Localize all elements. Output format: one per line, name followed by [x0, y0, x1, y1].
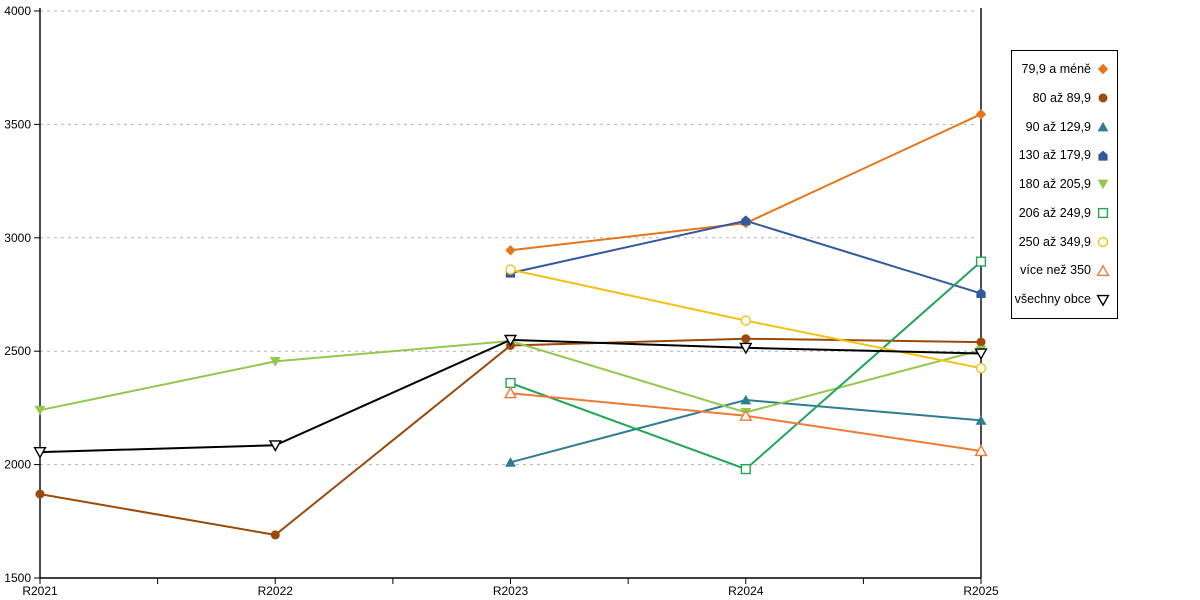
y-tick-label: 1500 [4, 571, 31, 585]
data-point-marker [505, 264, 516, 275]
data-point-marker [1097, 180, 1109, 190]
data-point-marker [269, 357, 281, 367]
legend-item-79-9-a-m-n: 79,9 a méně [1022, 62, 1111, 76]
data-point-marker [505, 457, 516, 467]
legend-marker-icon [1096, 264, 1110, 276]
legend-marker-icon [1098, 93, 1108, 103]
x-tick-label: R2024 [728, 584, 764, 598]
data-point-marker [1096, 294, 1110, 307]
x-tick-label: R2021 [22, 584, 58, 598]
legend-label: 79,9 a méně [1021, 62, 1092, 77]
legend-label: 130 až 179,9 [1018, 148, 1091, 163]
legend-label: 180 až 205,9 [1018, 177, 1091, 192]
legend-marker-icon [1097, 236, 1109, 248]
legend-marker-icon [1096, 294, 1110, 307]
y-tick-label: 2000 [4, 458, 31, 472]
legend-item-180-a-205-9: 180 až 205,9 [1019, 177, 1110, 191]
y-tick-label: 4000 [4, 4, 31, 18]
data-point-marker [270, 530, 280, 540]
legend-item-v-echny-obce: všechny obce [1015, 293, 1110, 307]
data-point-marker [33, 447, 47, 459]
legend-item-v-ce-ne-350: více než 350 [1020, 264, 1110, 278]
data-point-marker [740, 315, 751, 326]
y-tick-label: 3000 [4, 231, 31, 245]
legend-label: 206 až 249,9 [1018, 205, 1091, 220]
data-point-marker [1096, 264, 1110, 276]
x-tick-label: R2025 [963, 584, 999, 598]
series-line-80-a-89-9 [39, 337, 982, 536]
data-point-marker [1098, 150, 1108, 161]
data-point-marker [503, 334, 518, 347]
legend-marker-icon [1098, 150, 1108, 161]
series-line-130-a-179-9 [510, 219, 982, 295]
data-point-marker [1097, 121, 1109, 132]
y-tick-label: 3500 [4, 117, 31, 131]
x-tick-label: R2022 [258, 584, 294, 598]
legend-label: 250 až 349,9 [1018, 234, 1091, 249]
y-axis: 1500 2000 2500 3000 3500 4000 [4, 4, 975, 585]
data-point-marker [975, 363, 987, 374]
data-point-marker [741, 334, 751, 344]
data-point-marker [975, 109, 987, 120]
data-point-marker [740, 464, 751, 475]
series-line-79-9-a-m-n [510, 113, 982, 252]
series-markers-250-a-349-9 [505, 264, 987, 374]
data-point-marker [975, 256, 987, 267]
legend-marker-icon [1097, 64, 1109, 75]
chart-legend: 79,9 a méně 80 až 89,9 90 až 129,9 130 až 1… [1011, 50, 1118, 319]
data-point-marker [268, 440, 282, 452]
data-point-marker [1097, 64, 1109, 75]
data-point-marker [975, 415, 987, 425]
legend-marker-icon [1097, 180, 1109, 190]
x-tick-label: R2023 [493, 584, 529, 598]
data-point-marker [1097, 208, 1109, 219]
data-point-marker [976, 337, 986, 347]
series-markers-90-a-129-9 [505, 394, 987, 467]
legend-item-80-a-89-9: 80 až 89,9 [1033, 91, 1110, 105]
series-markers-80-a-89-9 [35, 334, 986, 540]
data-point-marker [503, 386, 518, 399]
series-line-206-a-249-9 [510, 260, 982, 471]
y-tick-label: 2500 [4, 344, 31, 358]
data-point-marker [740, 394, 752, 405]
legend-item-90-a-129-9: 90 až 129,9 [1026, 120, 1110, 134]
data-point-marker [1098, 93, 1108, 103]
legend-label: 90 až 129,9 [1025, 119, 1091, 134]
series-markers-79-9-a-m-n [505, 109, 987, 256]
legend-label: všechny obce [1014, 292, 1091, 307]
legend-marker-icon [1097, 121, 1109, 132]
data-point-marker [505, 377, 516, 389]
data-point-marker [976, 288, 986, 298]
series-markers-v-ce-ne-350 [503, 386, 988, 457]
legend-item-130-a-179-9: 130 až 179,9 [1019, 149, 1110, 163]
data-point-marker [974, 444, 988, 457]
x-axis: R2021 R2022 R2023 R2024 R2025 [22, 578, 999, 598]
data-point-marker [739, 409, 753, 421]
series-markers-v-echny-obce [33, 334, 988, 459]
data-point-marker [974, 348, 988, 361]
legend-item-250-a-349-9: 250 až 349,9 [1019, 235, 1110, 249]
series-markers-206-a-249-9 [505, 256, 987, 475]
data-point-marker [1097, 236, 1109, 248]
series-line-180-a-205-9 [39, 339, 982, 414]
legend-item-206-a-249-9: 206 až 249,9 [1019, 206, 1110, 220]
data-point-marker [505, 245, 516, 256]
legend-label: 80 až 89,9 [1032, 90, 1091, 105]
data-point-marker [35, 489, 45, 499]
data-point-marker [741, 215, 751, 226]
legend-marker-icon [1097, 208, 1109, 219]
data-point-marker [34, 405, 46, 416]
legend-label: více než 350 [1020, 263, 1091, 278]
data-point-marker [739, 342, 753, 355]
axis-frame [39, 8, 982, 579]
